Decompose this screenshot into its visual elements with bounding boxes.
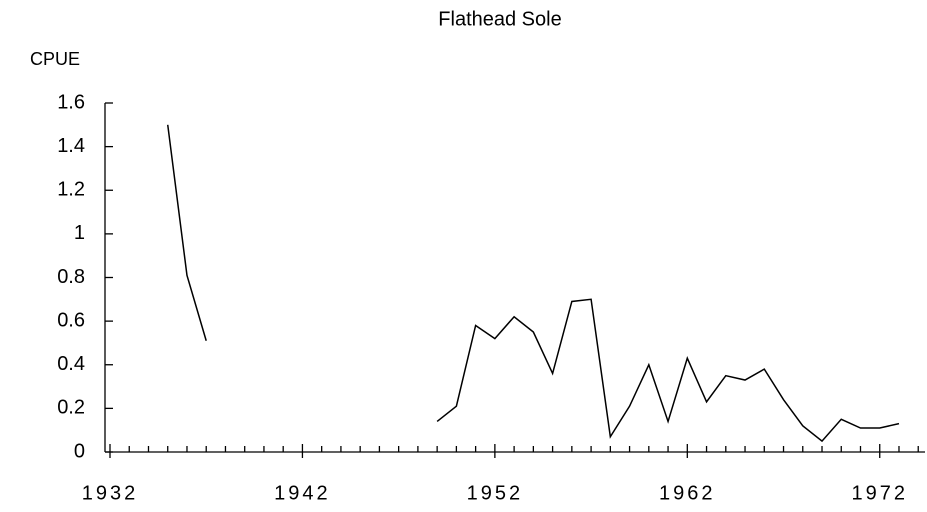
series-line [166, 124, 900, 443]
x-tick-label: 1942 [274, 482, 331, 504]
x-tick-label: 1952 [467, 482, 524, 504]
y-tick-label: 1.6 [57, 91, 85, 113]
y-tick-label: 1.4 [57, 135, 85, 157]
y-tick-label: 0.8 [57, 266, 85, 288]
y-tick-label: 1.2 [57, 179, 85, 201]
y-tick-label: 0 [74, 440, 85, 462]
y-tick-label: 0.2 [57, 397, 85, 419]
y-tick-label: 0.6 [57, 309, 85, 331]
y-axis-label: CPUE [30, 49, 80, 69]
x-tick-label: 1932 [82, 482, 139, 504]
chart-title: Flathead Sole [438, 8, 561, 30]
x-tick-label: 1962 [659, 482, 716, 504]
y-tick-label: 0.4 [57, 353, 85, 375]
x-tick-label: 1972 [851, 482, 908, 504]
y-tick-label: 1 [74, 222, 85, 244]
